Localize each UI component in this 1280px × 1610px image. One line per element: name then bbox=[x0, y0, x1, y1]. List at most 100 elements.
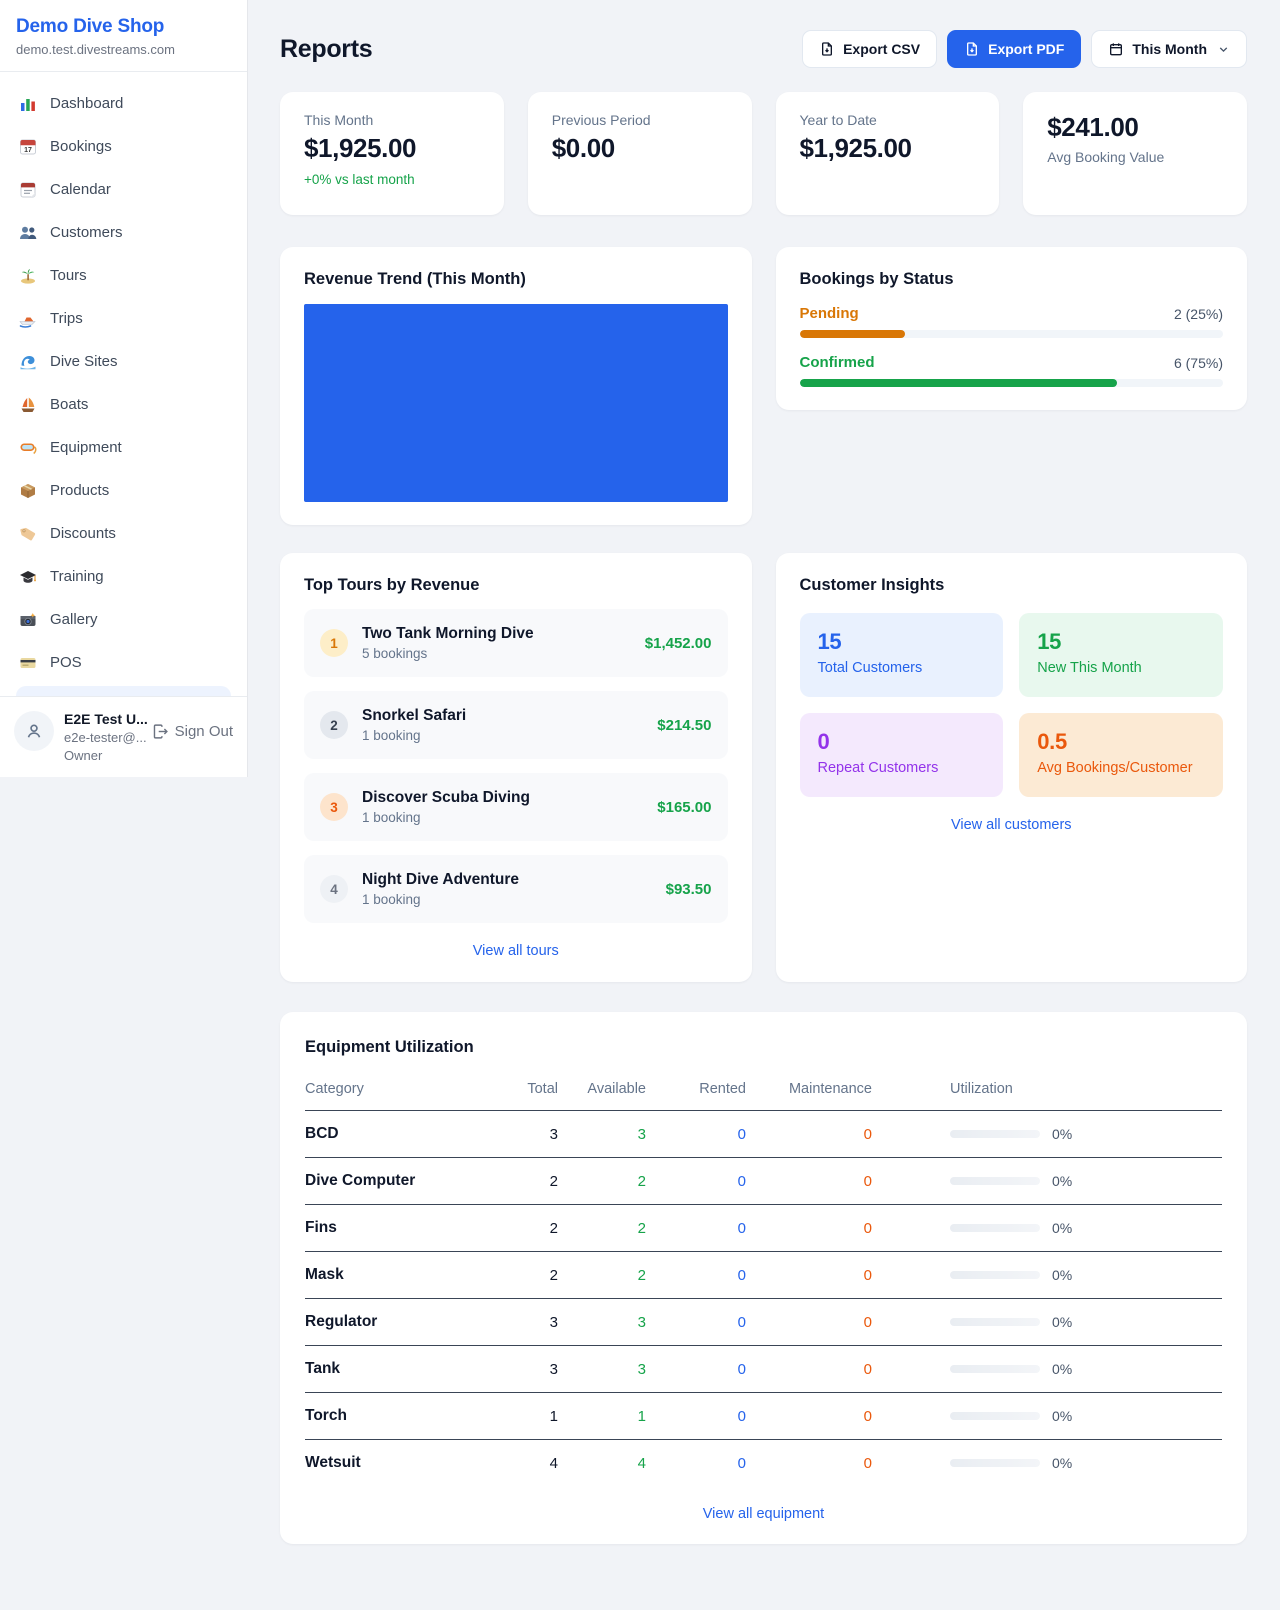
utilization-bar bbox=[950, 1365, 1040, 1373]
sidebar-item-dashboard[interactable]: Dashboard bbox=[8, 82, 239, 125]
user-section: E2E Test U... e2e-tester@... Owner Sign … bbox=[0, 696, 247, 777]
confirmed-progress-track bbox=[799, 379, 1223, 387]
sidebar-item-bookings[interactable]: 17 Bookings bbox=[8, 125, 239, 168]
utilization-bar bbox=[950, 1177, 1040, 1185]
col-header-utilization: Utilization bbox=[872, 1073, 1222, 1111]
credit-card-icon bbox=[18, 653, 38, 673]
equipment-utilization-card: Equipment Utilization Category Total Ava… bbox=[280, 1012, 1247, 1544]
user-meta: E2E Test U... e2e-tester@... Owner bbox=[64, 711, 148, 763]
table-row: Dive Computer 2 2 0 0 0% bbox=[305, 1157, 1222, 1205]
tour-row-2: 2 Snorkel Safari 1 booking $214.50 bbox=[304, 691, 728, 759]
stat-card-this-month: This Month $1,925.00 +0% vs last month bbox=[280, 92, 504, 215]
table-row: Fins 2 2 0 0 0% bbox=[305, 1204, 1222, 1252]
col-header-available: Available bbox=[558, 1073, 646, 1111]
shop-domain: demo.test.divestreams.com bbox=[16, 42, 175, 57]
utilization-bar bbox=[950, 1318, 1040, 1326]
confirmed-progress-fill bbox=[799, 379, 1118, 387]
table-row: Regulator 3 3 0 0 0% bbox=[305, 1298, 1222, 1346]
header-actions: Export CSV Export PDF This Month bbox=[802, 30, 1247, 68]
utilization-bar bbox=[950, 1412, 1040, 1420]
sidebar-item-boats[interactable]: Boats bbox=[8, 383, 239, 426]
utilization-bar bbox=[950, 1459, 1040, 1467]
stat-card-year-to-date: Year to Date $1,925.00 bbox=[775, 92, 1000, 215]
insight-tiles: 15 Total Customers 15 New This Month 0 R… bbox=[799, 613, 1223, 797]
sign-out-button[interactable]: Sign Out bbox=[152, 723, 233, 740]
view-all-customers-link[interactable]: View all customers bbox=[950, 817, 1072, 833]
pending-progress-track bbox=[799, 330, 1223, 338]
wave-icon bbox=[18, 352, 38, 372]
sidebar-item-tours[interactable]: Tours bbox=[8, 254, 239, 297]
delta-badge: +0% vs last month bbox=[304, 172, 415, 187]
avatar bbox=[14, 711, 54, 751]
stats-row: This Month $1,925.00 +0% vs last month P… bbox=[280, 92, 1247, 215]
pending-progress-fill bbox=[799, 330, 906, 338]
sidebar-item-calendar[interactable]: Calendar bbox=[8, 168, 239, 211]
insights-row: Top Tours by Revenue 1 Two Tank Morning … bbox=[280, 553, 1247, 982]
tag-icon bbox=[18, 524, 38, 544]
table-row: Mask 2 2 0 0 0% bbox=[305, 1251, 1222, 1299]
sidebar-item-training[interactable]: Training bbox=[8, 555, 239, 598]
camera-icon bbox=[18, 610, 38, 630]
sailboat-icon bbox=[18, 395, 38, 415]
svg-text:17: 17 bbox=[24, 146, 32, 153]
page-title: Reports bbox=[280, 34, 373, 63]
sidebar-item-equipment[interactable]: Equipment bbox=[8, 426, 239, 469]
bar-chart-icon bbox=[18, 94, 38, 114]
file-download-icon bbox=[967, 42, 978, 56]
page-header: Reports Export CSV Export PDF This Month bbox=[280, 30, 1247, 68]
sidebar-item-customers[interactable]: Customers bbox=[8, 211, 239, 254]
tear-calendar-icon bbox=[18, 180, 38, 200]
sidebar-item-discounts[interactable]: Discounts bbox=[8, 512, 239, 555]
sidebar-item-trips[interactable]: Trips bbox=[8, 297, 239, 340]
period-dropdown[interactable]: This Month bbox=[1091, 30, 1247, 68]
rank-badge: 4 bbox=[320, 875, 348, 903]
island-icon bbox=[18, 266, 38, 286]
calendar-icon bbox=[1110, 43, 1123, 56]
sidebar-item-reports-partial[interactable] bbox=[16, 686, 231, 696]
user-email: e2e-tester@... bbox=[64, 730, 147, 745]
export-pdf-button[interactable]: Export PDF bbox=[947, 30, 1082, 68]
speedboat-icon bbox=[18, 309, 38, 329]
status-pending: Pending 2 (25%) bbox=[799, 305, 1223, 338]
sidebar-item-products[interactable]: Products bbox=[8, 469, 239, 512]
status-confirmed: Confirmed 6 (75%) bbox=[799, 354, 1223, 387]
user-name: E2E Test U... bbox=[64, 711, 148, 727]
table-row: Tank 3 3 0 0 0% bbox=[305, 1345, 1222, 1393]
customer-insights-card: Customer Insights 15 Total Customers 15 … bbox=[775, 553, 1247, 982]
view-all-equipment-link[interactable]: View all equipment bbox=[702, 1506, 825, 1522]
dive-mask-icon bbox=[18, 438, 38, 458]
package-icon bbox=[18, 481, 38, 501]
table-header-row: Category Total Available Rented Maintena… bbox=[305, 1073, 1222, 1111]
person-icon bbox=[27, 724, 41, 738]
col-header-total: Total bbox=[478, 1073, 558, 1111]
utilization-bar bbox=[950, 1130, 1040, 1138]
rank-badge: 1 bbox=[320, 629, 348, 657]
people-icon bbox=[18, 223, 38, 243]
table-row: Wetsuit 4 4 0 0 0% bbox=[305, 1454, 1073, 1472]
tour-row-3: 3 Discover Scuba Diving 1 booking $165.0… bbox=[304, 773, 728, 841]
grad-cap-icon bbox=[18, 567, 38, 587]
user-role: Owner bbox=[64, 748, 103, 763]
table-row: BCD 3 3 0 0 0% bbox=[305, 1110, 1222, 1158]
tile-new-this-month: 15 New This Month bbox=[1019, 613, 1223, 697]
chevron-down-icon bbox=[1219, 46, 1228, 52]
tile-avg-bookings: 0.5 Avg Bookings/Customer bbox=[1019, 713, 1223, 797]
export-csv-button[interactable]: Export CSV bbox=[802, 30, 938, 68]
sign-out-icon bbox=[153, 724, 168, 739]
table-row: Torch 1 1 0 0 0% bbox=[305, 1392, 1222, 1440]
sidebar-item-gallery[interactable]: Gallery bbox=[8, 598, 239, 641]
tile-repeat-customers: 0 Repeat Customers bbox=[799, 713, 1004, 797]
sidebar-item-dive-sites[interactable]: Dive Sites bbox=[8, 340, 239, 383]
utilization-bar bbox=[950, 1224, 1040, 1232]
top-tours-card: Top Tours by Revenue 1 Two Tank Morning … bbox=[280, 553, 752, 982]
view-all-tours-link[interactable]: View all tours bbox=[472, 943, 559, 959]
brand-block: Demo Dive Shop demo.test.divestreams.com bbox=[0, 0, 247, 72]
stat-card-avg-booking: $241.00 Avg Booking Value bbox=[1023, 92, 1247, 215]
col-header-rented: Rented bbox=[646, 1073, 746, 1111]
sidebar-item-pos[interactable]: POS bbox=[8, 641, 239, 684]
rank-badge: 2 bbox=[320, 711, 348, 739]
calendar-date-icon: 17 bbox=[18, 137, 38, 157]
revenue-chart bbox=[304, 304, 728, 502]
utilization-bar bbox=[950, 1271, 1040, 1279]
equipment-table: Category Total Available Rented Maintena… bbox=[305, 1073, 1222, 1486]
